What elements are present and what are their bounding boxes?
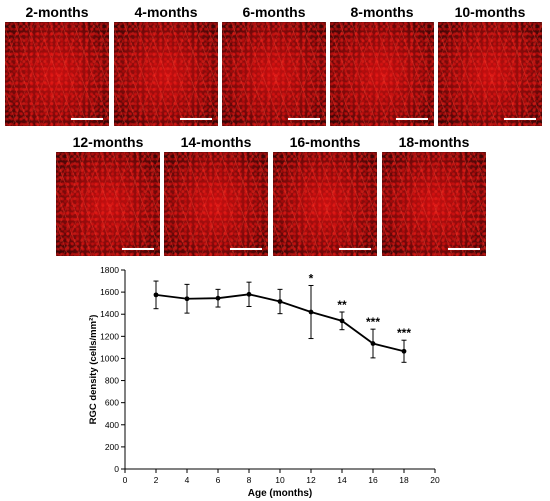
chart-marks: ********* — [153, 271, 411, 363]
y-tick-label: 1600 — [100, 287, 119, 297]
y-axis-label: RGC density (cells/mm²) — [88, 315, 99, 425]
chart-axes: 0 200 400 600 800 1000 1200 1400 1600 1800 0 2 4 6 8 10… — [100, 265, 440, 485]
significance-marker: *** — [366, 315, 380, 329]
scale-bar — [339, 248, 371, 250]
y-tick-label: 200 — [105, 442, 119, 452]
panel-label: 6-months — [242, 4, 306, 20]
data-point — [401, 348, 407, 354]
y-tick-label: 600 — [105, 398, 119, 408]
x-tick-label: 6 — [216, 475, 221, 485]
data-point — [184, 296, 190, 302]
retina-micrograph — [382, 152, 486, 256]
panel-label: 8-months — [350, 4, 414, 20]
x-tick-label: 4 — [185, 475, 190, 485]
scale-bar — [288, 118, 320, 120]
retina-panel-12-months: 12-months — [56, 132, 160, 256]
retina-micrograph — [330, 22, 434, 126]
significance-marker: *** — [397, 326, 411, 340]
data-point — [246, 291, 252, 297]
x-tick-label: 0 — [123, 475, 128, 485]
y-tick-label: 1000 — [100, 353, 119, 363]
x-tick-label: 8 — [247, 475, 252, 485]
y-tick-label: 0 — [114, 464, 119, 474]
retina-panel-18-months: 18-months — [382, 132, 486, 256]
panel-label: 16-months — [289, 134, 361, 150]
data-point — [153, 292, 159, 298]
panel-label: 4-months — [134, 4, 198, 20]
scale-bar — [122, 248, 154, 250]
scale-bar — [396, 118, 428, 120]
retina-panel-16-months: 16-months — [273, 132, 377, 256]
scale-bar — [71, 118, 103, 120]
retina-micrograph — [222, 22, 326, 126]
x-tick-label: 18 — [399, 475, 409, 485]
significance-marker: ** — [337, 298, 347, 312]
rgc-density-chart: 0 200 400 600 800 1000 1200 1400 1600 1800 0 2 4 6 8 10… — [88, 265, 440, 499]
x-tick-label: 20 — [430, 475, 440, 485]
retina-panel-8-months: 8-months — [330, 2, 434, 126]
retina-micrograph — [5, 22, 109, 126]
scale-bar — [448, 248, 480, 250]
retina-image-panels: 2-months 4-months 6-months 8-months 10-month… — [5, 2, 542, 256]
x-tick-label: 2 — [154, 475, 159, 485]
retina-panel-14-months: 14-months — [164, 132, 268, 256]
x-tick-label: 10 — [275, 475, 285, 485]
y-tick-label: 1800 — [100, 265, 119, 275]
retina-micrograph — [114, 22, 218, 126]
retina-micrograph — [164, 152, 268, 256]
x-tick-label: 14 — [337, 475, 347, 485]
data-point — [308, 309, 314, 315]
retina-panel-10-months: 10-months — [438, 2, 542, 126]
scale-bar — [504, 118, 536, 120]
y-tick-label: 800 — [105, 376, 119, 386]
data-point — [277, 299, 283, 304]
x-tick-label: 16 — [368, 475, 378, 485]
panel-label: 12-months — [72, 134, 144, 150]
panel-label: 10-months — [454, 4, 526, 20]
retina-micrograph — [273, 152, 377, 256]
significance-marker: * — [309, 271, 314, 285]
y-tick-label: 1200 — [100, 331, 119, 341]
scale-bar — [180, 118, 212, 120]
panel-label: 18-months — [398, 134, 470, 150]
retina-micrograph — [438, 22, 542, 126]
data-point — [215, 295, 221, 301]
x-tick-label: 12 — [306, 475, 316, 485]
panel-label: 2-months — [25, 4, 89, 20]
y-tick-label: 1400 — [100, 309, 119, 319]
retina-panel-4-months: 4-months — [114, 2, 218, 126]
data-point — [370, 341, 376, 346]
data-point — [339, 318, 345, 324]
retina-micrograph — [56, 152, 160, 256]
scale-bar — [230, 248, 262, 250]
panel-label: 14-months — [180, 134, 252, 150]
x-axis-label: Age (months) — [248, 488, 312, 499]
y-tick-label: 400 — [105, 420, 119, 430]
retina-panel-2-months: 2-months — [5, 2, 109, 126]
retina-panel-6-months: 6-months — [222, 2, 326, 126]
